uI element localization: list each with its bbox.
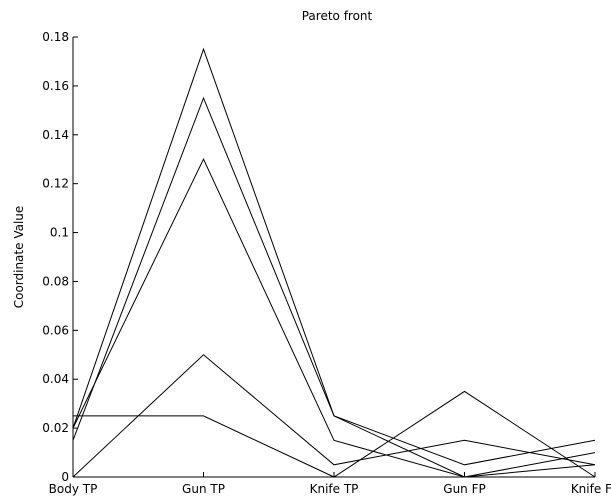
series-group xyxy=(72,47,596,478)
y-tick-label: 0.1 xyxy=(50,226,69,240)
x-tick-label: Body TP xyxy=(49,482,98,496)
x-tick-label: Knife FP xyxy=(571,482,611,496)
axes xyxy=(72,37,595,478)
y-tick-label: 0.06 xyxy=(42,323,69,337)
series-line-1 xyxy=(72,47,596,478)
chart-title: Pareto front xyxy=(302,9,373,23)
y-tick-label: 0 xyxy=(61,470,69,484)
y-tick-label: 0.14 xyxy=(42,128,69,142)
series-line-5 xyxy=(72,354,596,478)
y-tick-label: 0.08 xyxy=(42,274,69,288)
y-tick-label: 0.18 xyxy=(42,30,69,44)
x-tick-label: Gun TP xyxy=(182,482,225,496)
y-axis-title: Coordinate Value xyxy=(12,206,26,309)
y-tick-label: 0.04 xyxy=(42,372,69,386)
y-tick-label: 0.16 xyxy=(42,79,69,93)
series-line-3 xyxy=(72,158,596,478)
ticks: 0 0.02 0.04 0.06 0.08 0.1 0.12 0.14 0.16 0.18 Body… xyxy=(42,30,611,496)
series-line-2 xyxy=(72,96,596,466)
x-tick-label: Knife TP xyxy=(310,482,359,496)
x-tick-label: Gun FP xyxy=(443,482,485,496)
y-tick-label: 0.12 xyxy=(42,177,69,191)
y-tick-label: 0.02 xyxy=(42,421,69,435)
